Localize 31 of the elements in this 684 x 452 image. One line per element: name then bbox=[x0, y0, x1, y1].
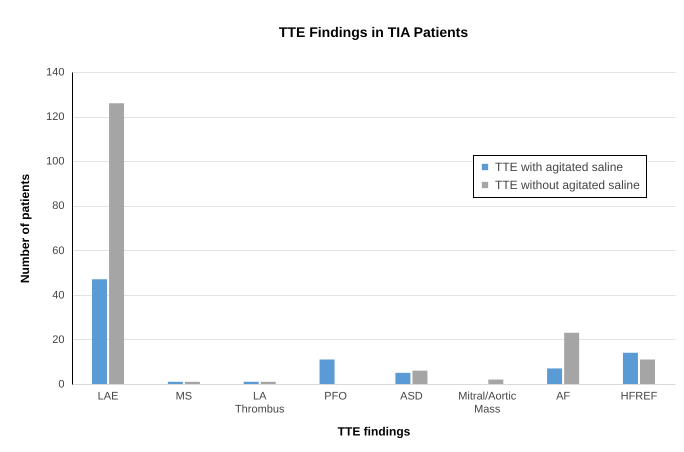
bar bbox=[395, 372, 410, 384]
legend-label: TTE with agitated saline bbox=[495, 160, 624, 174]
bar bbox=[320, 359, 335, 384]
y-tick-label: 40 bbox=[52, 289, 64, 302]
x-tick-label: HFREF bbox=[620, 390, 658, 402]
y-tick-label: 100 bbox=[46, 156, 64, 168]
x-tick-label: Mitral/Aortic Mass bbox=[458, 390, 517, 416]
bar bbox=[109, 103, 124, 384]
y-axis-title: Number of patients bbox=[18, 174, 32, 284]
bar bbox=[412, 370, 428, 384]
y-tick-label: 140 bbox=[46, 66, 64, 78]
x-tick-label: LAE bbox=[98, 390, 118, 402]
y-tick-label: 120 bbox=[46, 111, 64, 124]
x-tick-label: ASD bbox=[400, 390, 423, 402]
legend-label: TTE without agitated saline bbox=[495, 178, 640, 192]
bar bbox=[564, 332, 580, 384]
chart-title: TTE Findings in TIA Patients bbox=[278, 24, 468, 40]
x-tick-label: AF bbox=[556, 390, 570, 402]
x-tick-label: LA Thrombus bbox=[234, 390, 285, 416]
bar bbox=[547, 368, 562, 384]
y-tick-label: 80 bbox=[52, 200, 64, 212]
y-tick-label: 0 bbox=[58, 378, 64, 390]
x-tick-label: PFO bbox=[324, 390, 348, 402]
x-axis-title: TTE findings bbox=[338, 424, 411, 438]
bar bbox=[488, 380, 504, 384]
y-tick-label: 60 bbox=[52, 244, 64, 257]
bar bbox=[92, 279, 107, 384]
y-tick-label: 20 bbox=[52, 334, 64, 346]
bar bbox=[640, 359, 656, 384]
bar bbox=[622, 352, 638, 384]
x-tick-label: MS bbox=[176, 390, 192, 402]
